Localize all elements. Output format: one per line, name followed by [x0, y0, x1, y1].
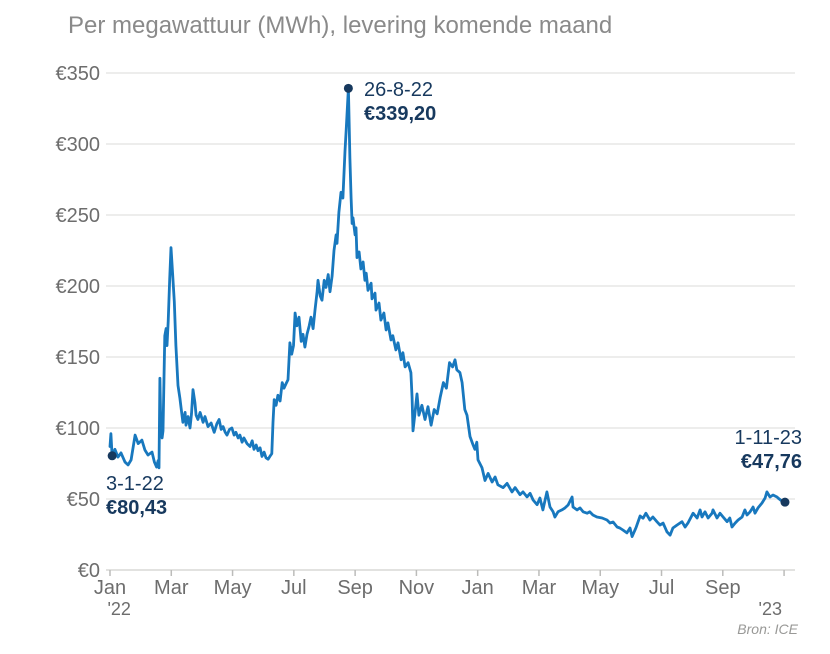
x-axis-label: Mar	[154, 577, 189, 599]
annotation-start-date: 3-1-22	[106, 473, 164, 495]
annotation-peak-date: 26-8-22	[364, 79, 433, 101]
y-axis-label: €0	[78, 560, 100, 582]
annotation-end: 1-11-23 €47,76	[640, 426, 802, 474]
price-line-series	[108, 86, 787, 538]
y-axis-label: €350	[56, 63, 101, 85]
y-axis-label: €200	[56, 276, 101, 298]
x-axis-label: Mar	[522, 577, 557, 599]
y-axis-label: €250	[56, 205, 101, 227]
data-point-marker	[780, 497, 790, 507]
data-point-marker	[107, 451, 117, 461]
x-axis-year-label: '23	[759, 599, 782, 619]
annotation-end-value: €47,76	[740, 451, 802, 473]
annotation-start-value: €80,43	[106, 497, 168, 519]
annotation-peak: 26-8-22 €339,20	[364, 78, 436, 126]
source-credit: Bron: ICE	[737, 621, 798, 637]
y-axis-label: €300	[56, 134, 101, 156]
x-axis-label: Jan	[462, 577, 494, 599]
annotation-peak-value: €339,20	[364, 103, 437, 125]
x-axis-label: May	[214, 577, 252, 599]
x-axis-label: May	[581, 577, 619, 599]
annotation-start: 3-1-22 €80,43	[106, 472, 167, 520]
x-axis-label: Sep	[337, 577, 373, 599]
x-axis-year-label: '22	[107, 599, 130, 619]
x-axis-label: Sep	[705, 577, 741, 599]
x-axis-label: Jan	[94, 577, 126, 599]
x-axis-label: Jul	[281, 577, 307, 599]
chart-title: Per megawattuur (MWh), levering komende …	[68, 12, 613, 39]
x-axis-label: Nov	[399, 577, 435, 599]
y-axis-label: €150	[56, 347, 101, 369]
y-axis-label: €50	[67, 489, 100, 511]
y-axis-label: €100	[56, 418, 101, 440]
annotation-end-date: 1-11-23	[734, 427, 802, 449]
x-axis-label: Jul	[649, 577, 675, 599]
data-point-marker	[343, 83, 353, 93]
